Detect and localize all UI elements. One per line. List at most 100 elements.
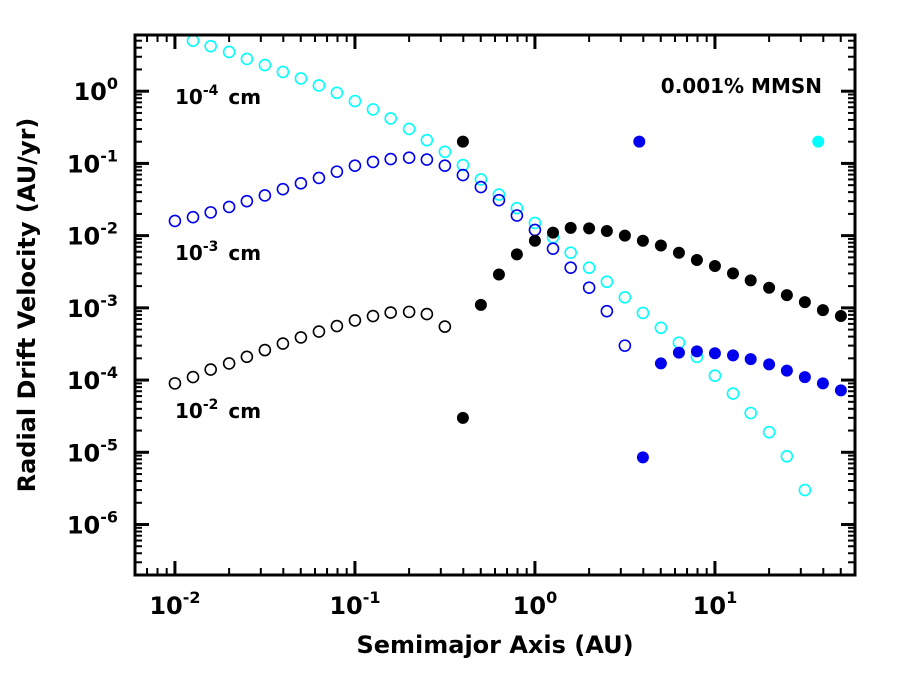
data-point [492,268,505,281]
data-point [672,246,685,259]
data-point [294,177,308,190]
data-point [276,182,290,196]
series-3 [633,135,847,464]
size-label-1e-4-cm: 10-4 cm [175,83,261,109]
axis-ticks [134,34,856,576]
y-tick-label: 10-3 [67,291,118,323]
data-point [474,173,488,186]
x-axis-title: Semimajor Axis (AU) [356,631,633,659]
x-tick-label: 10-2 [149,588,200,620]
data-point [186,34,200,48]
data-point [744,274,757,287]
data-point [348,159,362,172]
data-point [618,339,632,352]
data-point [510,201,524,215]
data-point [812,135,825,148]
data-point [186,210,200,224]
data-point [780,289,793,302]
data-point [726,349,739,362]
series-4 [168,305,452,390]
data-point [240,350,254,364]
data-point [834,384,847,397]
data-point [402,122,416,136]
data-point [636,451,649,464]
data-point [258,58,272,72]
x-tick-label: 101 [693,588,738,620]
data-point [330,165,344,178]
data-point [600,304,614,318]
data-point [456,135,469,148]
data-point [582,281,596,295]
data-point [222,357,236,370]
data-point [294,72,308,85]
mmsn-annotation: 0.001% MMSN [661,74,822,98]
data-point [798,483,812,497]
data-point [258,343,272,357]
data-point [348,94,362,108]
data-point [438,320,452,333]
y-tick-label: 10-4 [67,363,118,395]
data-point [312,79,326,92]
x-tick-label: 100 [513,588,558,620]
data-point [438,145,452,159]
series-5 [456,135,847,424]
data-point [222,45,236,59]
x-tick-label: 10-1 [329,588,380,620]
data-point [798,371,811,384]
data-point [763,358,776,371]
data-point [456,158,470,172]
data-point [546,242,560,255]
data-point [726,267,739,280]
data-point [708,369,722,382]
data-point [204,39,217,53]
data-point [654,239,667,252]
data-point [240,52,254,66]
data-point [168,377,182,390]
data-point [456,411,469,424]
data-point [438,159,452,172]
data-point [474,298,487,311]
data-point [474,180,488,194]
data-point [420,153,434,166]
data-point [528,223,542,237]
data-point [583,222,596,235]
data-point [186,370,200,384]
data-point [312,325,326,338]
data-point [492,193,506,207]
series-2 [168,151,632,352]
series-1 [812,135,825,148]
data-point [204,363,217,376]
data-point [564,261,577,274]
data-point [600,224,613,237]
data-point [633,135,646,148]
data-point [312,171,326,185]
data-point [816,304,829,317]
data-point [546,226,559,239]
data-point [726,387,740,400]
data-point [528,216,542,230]
data-point [456,168,470,182]
data-point [366,103,380,116]
data-point [366,155,380,169]
data-point [366,309,380,323]
size-label-1e-3-cm: 10-3 cm [175,239,261,265]
data-point [618,291,632,304]
data-point [582,261,596,274]
data-points [168,34,847,497]
data-point [384,112,397,125]
data-point [744,353,757,366]
data-point [564,221,577,234]
data-point [690,345,703,358]
data-point [384,152,397,166]
data-point [816,377,829,390]
data-point [744,406,757,420]
data-point [798,296,811,309]
y-tick-label: 10-2 [67,219,118,251]
data-point [276,337,290,350]
data-point [240,194,254,208]
data-point [654,357,667,370]
data-point [834,310,847,323]
data-point [384,306,397,319]
data-point [618,229,631,242]
size-label-1e-2-cm: 10-2 cm [175,397,261,423]
